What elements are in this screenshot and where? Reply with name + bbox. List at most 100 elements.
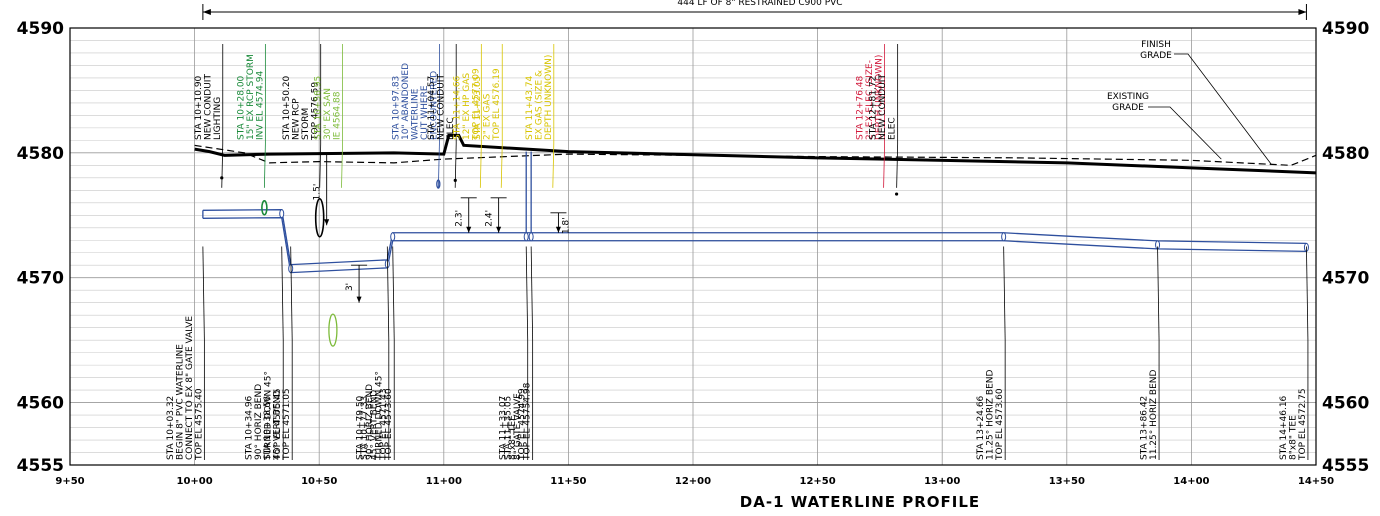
- upper-callout-text: 12" EX HP GAS: [462, 73, 472, 140]
- upper-callout-text: DEPTH UNKNOWN): [875, 55, 885, 140]
- lower-callout-text: STA 10+34.96: [245, 395, 255, 460]
- upper-callout-text: TOP EL 4577.09: [471, 68, 481, 141]
- lower-callout-leader: [281, 246, 284, 341]
- upper-callout-text: STORM: [301, 108, 311, 140]
- elevation-label-right: 4570: [1322, 269, 1369, 289]
- station-label: 14+00: [1173, 476, 1209, 487]
- lower-callout-leader: [290, 246, 293, 341]
- upper-callout-text: STA 10+50.20: [282, 75, 292, 140]
- upper-callout-leader: [552, 143, 555, 188]
- lower-callout-text: 90° HORIZ BEND: [254, 384, 264, 460]
- lower-callout-text: STA 10+77.33: [360, 396, 370, 460]
- lower-callout-text: 90° HORIZ BEND: [365, 384, 375, 460]
- elevation-label-left: 4570: [17, 269, 64, 289]
- upper-callout-text: TOP EL 4576.19: [492, 68, 502, 141]
- lower-callout-text: BEGIN 8" PVC WATERLINE: [175, 344, 185, 460]
- upper-callout-text: ELEC: [446, 117, 456, 140]
- lower-callout-text: CONNECT TO EX 8" GATE VALVE: [185, 316, 195, 460]
- elevation-label-right: 4555: [1322, 456, 1369, 476]
- elevation-label-left: 4590: [17, 19, 64, 39]
- upper-callout-text: STA 10+58.95: [314, 76, 324, 140]
- lower-callout-text: TOP EL 4575.45: [273, 388, 283, 461]
- finish-grade-label: FINISH: [1141, 40, 1171, 50]
- lower-callout-text: TOP EL 4571.05: [282, 388, 292, 461]
- upper-callout-text: STA 11+14.66: [452, 75, 462, 140]
- profile-axes: 4590 4590 4580 4580 4570 4570 4560 4560 4555 4555…: [17, 19, 1370, 487]
- upper-callout-text: 2" EX GAS: [483, 93, 493, 140]
- upper-callout-text: WATERLINE: [410, 88, 420, 140]
- elevation-label-right: 4580: [1322, 144, 1369, 164]
- lower-callout-text: TOP EL 4571.43: [379, 388, 389, 461]
- existing-grade-label: GRADE: [1112, 103, 1144, 113]
- upper-callout-leader: [437, 143, 440, 188]
- pipe-fitting: [1001, 232, 1007, 242]
- profile-grid: [69, 27, 1317, 466]
- upper-callout-text: STA 10+97.83: [391, 76, 401, 140]
- lower-callout-leader: [1003, 246, 1006, 341]
- upper-callout-leader: [500, 143, 503, 188]
- lower-callout-text: TOP EL 4574.99: [518, 388, 528, 461]
- lower-callout-leader: [386, 246, 390, 341]
- lower-callout-leader: [202, 246, 205, 341]
- dimension-arrow: [1298, 9, 1307, 15]
- upper-callout-text: NEW CONDUIT: [437, 74, 447, 140]
- profile-frame: [69, 27, 1317, 466]
- upper-callout-text: 30" EX SAN: [323, 88, 333, 140]
- lower-callout-text: 8"x8" TEE: [508, 415, 518, 460]
- upper-callout-text: NEW CONDUIT: [203, 74, 213, 140]
- station-label: 13+50: [1049, 476, 1085, 487]
- lower-callout-text: STA 11+35.05: [504, 396, 514, 460]
- lower-callout-text: TOP EL 4575.40: [194, 388, 204, 461]
- clearance-arrow: [324, 219, 330, 226]
- upper-callout-leader: [341, 143, 343, 188]
- lower-callout-text: STA 11+33.07: [499, 396, 509, 460]
- pipe-bottom-line: [202, 217, 1307, 274]
- elevation-label-left: 4580: [17, 144, 64, 164]
- upper-callout-leader: [221, 143, 224, 188]
- finish-grade-line: [194, 133, 1317, 175]
- lower-callout-text: STA 13+86.42: [1140, 396, 1150, 460]
- utility-crossings: 1.5' 3' 2.3' 2.4' 1.8': [220, 152, 899, 347]
- lower-callout-text: 45° VERT BEND: [369, 390, 379, 460]
- upper-callout-text: STA 12+81.72: [869, 76, 879, 140]
- existing-grade-label: EXISTING: [1107, 92, 1149, 102]
- lower-callout-leader: [392, 246, 395, 341]
- storm-pipe-crossing: [261, 199, 268, 216]
- clearance-arrow: [356, 296, 362, 303]
- station-label: 10+50: [301, 476, 337, 487]
- clearance-arrow: [466, 226, 472, 233]
- pipe-fitting: [528, 232, 534, 242]
- sanitary-crossing: [328, 313, 338, 347]
- upper-callout-text: STA 12+76.48: [856, 75, 866, 140]
- upper-callout-text: ELEC: [888, 117, 898, 140]
- upper-callout-text: TOP 4576.59: [311, 82, 321, 141]
- elevation-label-left: 4560: [17, 394, 64, 414]
- lower-callout-text: TOP EL 45754.98: [523, 382, 533, 461]
- waterline-pipe: [202, 151, 1309, 274]
- new-rcp-crossing: [314, 197, 325, 238]
- upper-callout-text: STA 11+23.05: [473, 76, 483, 140]
- clearance-label: 2.3': [455, 210, 465, 227]
- lower-callout-text: TURNED DOWN 45°: [375, 371, 385, 461]
- upper-callout-leader: [883, 143, 885, 188]
- upper-callout-text: STA 10+28.00: [236, 75, 246, 140]
- lower-callout-text: TURNED DOWN 45°: [264, 371, 274, 461]
- lower-callout-leader: [1306, 246, 1309, 341]
- drawing-title: DA-1 WATERLINE PROFILE: [740, 493, 980, 511]
- pipe-fitting: [279, 209, 285, 219]
- upper-callout-leader: [479, 143, 482, 188]
- clearance-arrow: [496, 226, 502, 233]
- station-label: 9+50: [55, 476, 84, 487]
- upper-callout-text: DEPTH UNKNOWN): [544, 55, 554, 140]
- station-label: 12+00: [675, 476, 711, 487]
- lower-callout-leader: [525, 246, 529, 341]
- upper-callout-text: INV EL 4574.94: [255, 71, 265, 140]
- lower-callout-text: TOP EL 4573.60: [384, 388, 394, 461]
- upper-callout-text: IE 4564.88: [333, 91, 343, 140]
- station-label: 11+50: [550, 476, 586, 487]
- station-label: 13+00: [924, 476, 960, 487]
- lower-callout-text: STA 10+03.32: [166, 396, 176, 460]
- upper-callout-text: CUT WHERE: [420, 85, 430, 140]
